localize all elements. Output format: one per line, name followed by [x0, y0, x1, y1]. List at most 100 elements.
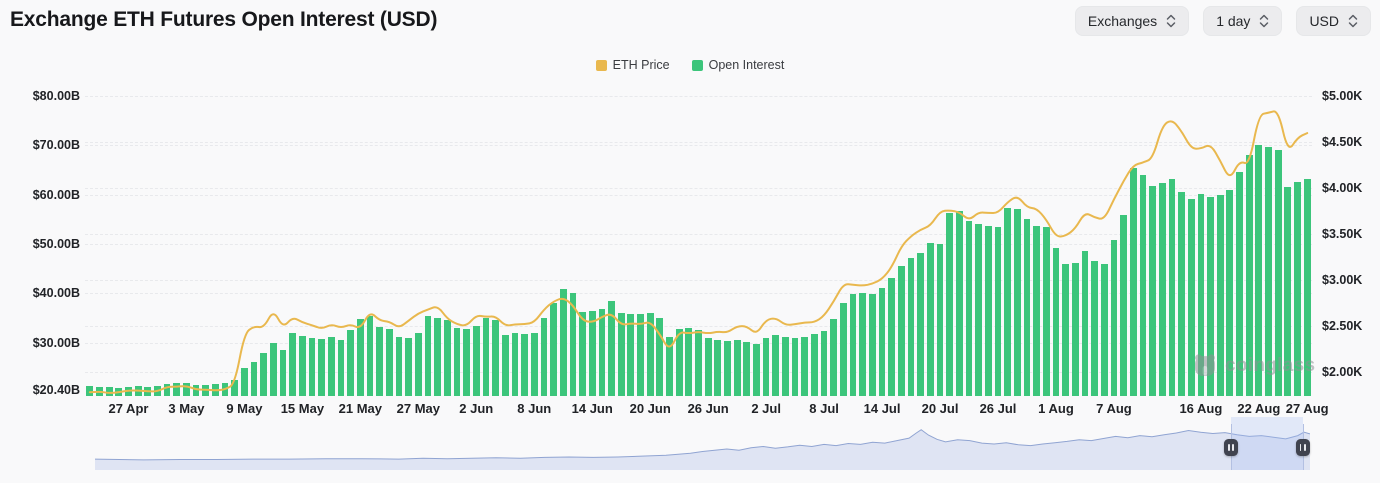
open-interest-bar[interactable]	[463, 329, 470, 396]
open-interest-bar[interactable]	[965, 221, 973, 396]
open-interest-bar[interactable]	[376, 327, 384, 396]
open-interest-bar[interactable]	[733, 340, 741, 396]
open-interest-bar[interactable]	[1207, 197, 1214, 396]
open-interest-bar[interactable]	[192, 384, 200, 396]
open-interest-bar[interactable]	[1158, 182, 1166, 396]
open-interest-bar[interactable]	[173, 382, 181, 396]
interval-dropdown[interactable]: 1 day	[1203, 6, 1283, 36]
open-interest-bar[interactable]	[366, 316, 374, 396]
open-interest-bar[interactable]	[724, 341, 731, 396]
open-interest-bar[interactable]	[1139, 174, 1147, 396]
open-interest-bar[interactable]	[666, 336, 673, 396]
open-interest-bar[interactable]	[646, 313, 654, 396]
open-interest-bar[interactable]	[627, 314, 635, 396]
open-interest-bar[interactable]	[579, 312, 586, 396]
open-interest-bar[interactable]	[637, 313, 644, 396]
open-interest-bar[interactable]	[1081, 250, 1089, 396]
open-interest-bar[interactable]	[801, 337, 809, 396]
open-interest-bar[interactable]	[608, 300, 615, 396]
open-interest-bar[interactable]	[936, 243, 944, 396]
open-interest-bar[interactable]	[1023, 219, 1031, 396]
open-interest-bar[interactable]	[453, 327, 461, 396]
open-interest-bar[interactable]	[231, 380, 239, 396]
open-interest-bar[interactable]	[617, 313, 625, 396]
open-interest-bar[interactable]	[1255, 144, 1263, 396]
open-interest-bar[interactable]	[482, 318, 490, 396]
open-interest-bar[interactable]	[1245, 155, 1253, 396]
open-interest-bar[interactable]	[994, 227, 1002, 396]
open-interest-bar[interactable]	[1187, 199, 1195, 396]
open-interest-bar[interactable]	[540, 317, 548, 396]
open-interest-bar[interactable]	[241, 367, 248, 396]
navigator-handle-left[interactable]	[1224, 439, 1239, 456]
open-interest-bar[interactable]	[501, 334, 509, 396]
navigator-handle-right[interactable]	[1295, 439, 1310, 456]
navigator-selection[interactable]	[1231, 417, 1303, 470]
navigator-track[interactable]	[95, 417, 1310, 470]
open-interest-bar[interactable]	[869, 293, 876, 396]
open-interest-bar[interactable]	[1120, 214, 1127, 396]
open-interest-bar[interactable]	[424, 316, 432, 396]
open-interest-bar[interactable]	[1091, 261, 1098, 396]
open-interest-bar[interactable]	[1197, 193, 1205, 396]
open-interest-bar[interactable]	[1265, 146, 1272, 396]
open-interest-bar[interactable]	[1178, 192, 1185, 396]
open-interest-bar[interactable]	[289, 332, 297, 396]
open-interest-bar[interactable]	[472, 326, 480, 396]
open-interest-bar[interactable]	[588, 311, 596, 396]
open-interest-bar[interactable]	[984, 226, 992, 396]
open-interest-bar[interactable]	[743, 341, 751, 396]
open-interest-bar[interactable]	[270, 343, 277, 396]
open-interest-bar[interactable]	[878, 288, 886, 396]
open-interest-bar[interactable]	[907, 257, 915, 396]
open-interest-bar[interactable]	[1216, 194, 1224, 396]
open-interest-bar[interactable]	[685, 327, 693, 396]
open-interest-bar[interactable]	[849, 293, 857, 396]
open-interest-bar[interactable]	[714, 339, 722, 396]
open-interest-bar[interactable]	[385, 328, 393, 396]
open-interest-bar[interactable]	[1129, 167, 1137, 396]
open-interest-bar[interactable]	[926, 243, 934, 396]
open-interest-bar[interactable]	[859, 292, 867, 396]
open-interest-bar[interactable]	[1100, 264, 1108, 396]
open-interest-bar[interactable]	[975, 224, 983, 396]
open-interest-bar[interactable]	[695, 329, 702, 396]
open-interest-bar[interactable]	[598, 309, 606, 396]
plot-area[interactable]	[85, 88, 1312, 396]
open-interest-bar[interactable]	[511, 333, 519, 396]
open-interest-bar[interactable]	[955, 211, 963, 396]
open-interest-bar[interactable]	[1274, 150, 1282, 396]
open-interest-bar[interactable]	[550, 303, 557, 396]
open-interest-bar[interactable]	[443, 319, 451, 396]
open-interest-bar[interactable]	[1033, 226, 1041, 396]
open-interest-bar[interactable]	[791, 338, 799, 396]
open-interest-bar[interactable]	[1004, 208, 1012, 396]
open-interest-bar[interactable]	[917, 252, 925, 396]
open-interest-bar[interactable]	[337, 339, 345, 396]
open-interest-bar[interactable]	[820, 330, 828, 396]
open-interest-bar[interactable]	[830, 318, 838, 396]
open-interest-bar[interactable]	[86, 386, 94, 396]
open-interest-bar[interactable]	[559, 289, 567, 396]
open-interest-bar[interactable]	[772, 335, 780, 396]
open-interest-bar[interactable]	[1149, 186, 1156, 396]
exchanges-dropdown[interactable]: Exchanges	[1074, 6, 1190, 36]
open-interest-bar[interactable]	[183, 383, 190, 396]
currency-dropdown[interactable]: USD	[1296, 6, 1371, 36]
open-interest-bar[interactable]	[356, 318, 364, 396]
open-interest-bar[interactable]	[1042, 227, 1050, 396]
open-interest-bar[interactable]	[395, 336, 403, 396]
open-interest-bar[interactable]	[1013, 209, 1021, 396]
open-interest-bar[interactable]	[569, 293, 577, 396]
open-interest-bar[interactable]	[327, 336, 335, 396]
open-interest-bar[interactable]	[521, 333, 528, 396]
open-interest-bar[interactable]	[318, 338, 326, 396]
open-interest-bar[interactable]	[299, 335, 306, 396]
open-interest-bar[interactable]	[260, 352, 268, 396]
open-interest-bar[interactable]	[811, 333, 818, 396]
open-interest-bar[interactable]	[308, 337, 316, 396]
open-interest-bar[interactable]	[1284, 187, 1292, 396]
open-interest-bar[interactable]	[675, 328, 683, 396]
open-interest-bar[interactable]	[1052, 247, 1060, 396]
open-interest-bar[interactable]	[1062, 264, 1069, 396]
